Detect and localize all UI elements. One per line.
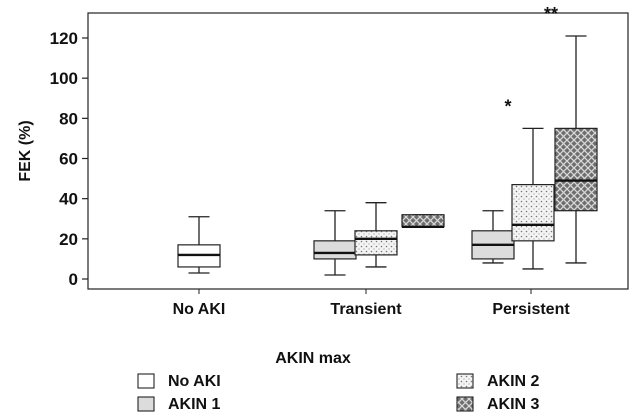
legend-label: No AKI: [168, 373, 221, 390]
box-akin-1-transient: [313, 210, 357, 276]
x-tick-label: Transient: [330, 301, 402, 318]
legend-swatch: [137, 373, 155, 389]
box-akin-2-transient: [354, 202, 398, 268]
box-no-aki-no-aki: [177, 216, 221, 274]
legend-label: AKIN 2: [487, 373, 540, 390]
y-tick-label: 120: [50, 29, 78, 48]
y-tick-label: 60: [59, 150, 78, 169]
y-axis-title: FEK (%): [17, 120, 34, 181]
x-tick-label: Persistent: [492, 301, 570, 318]
legend-label: AKIN 1: [168, 396, 221, 413]
y-axis: 0 20 40 60 80 100 120: [50, 29, 88, 289]
x-axis: No AKI Transient Persistent: [173, 289, 570, 318]
box-akin-1-persistent: [471, 210, 515, 264]
significance-marker: **: [544, 4, 558, 24]
box-body: [554, 127, 598, 212]
legend-item-akin-3: AKIN 3: [456, 396, 540, 413]
legend-item-akin-1: AKIN 1: [137, 396, 221, 413]
y-tick-label: 20: [59, 230, 78, 249]
box-akin-3-persistent: [554, 35, 598, 264]
y-tick-label: 80: [59, 109, 78, 128]
legend-swatch: [456, 373, 474, 389]
legend: No AKI AKIN 1 AKIN 2 AKIN 3: [137, 373, 540, 413]
y-tick-label: 0: [69, 270, 78, 289]
y-tick-label: 100: [50, 69, 78, 88]
legend-item-no-aki: No AKI: [137, 373, 221, 390]
box-body: [354, 230, 398, 256]
legend-item-akin-2: AKIN 2: [456, 373, 540, 390]
significance-marker: *: [504, 96, 511, 116]
legend-label: AKIN 3: [487, 396, 540, 413]
y-tick-label: 40: [59, 190, 78, 209]
legend-swatch: [456, 396, 474, 412]
legend-swatch: [137, 396, 155, 412]
box-plots: [177, 35, 598, 276]
box-akin-3-transient: [401, 214, 445, 228]
x-tick-label: No AKI: [173, 301, 226, 318]
box-body: [313, 240, 357, 260]
annotations: ***: [504, 4, 558, 116]
box-akin-2-persistent: [511, 127, 555, 270]
box-body: [401, 214, 445, 228]
box-body: [511, 184, 555, 242]
x-axis-title: AKIN max: [275, 350, 351, 367]
